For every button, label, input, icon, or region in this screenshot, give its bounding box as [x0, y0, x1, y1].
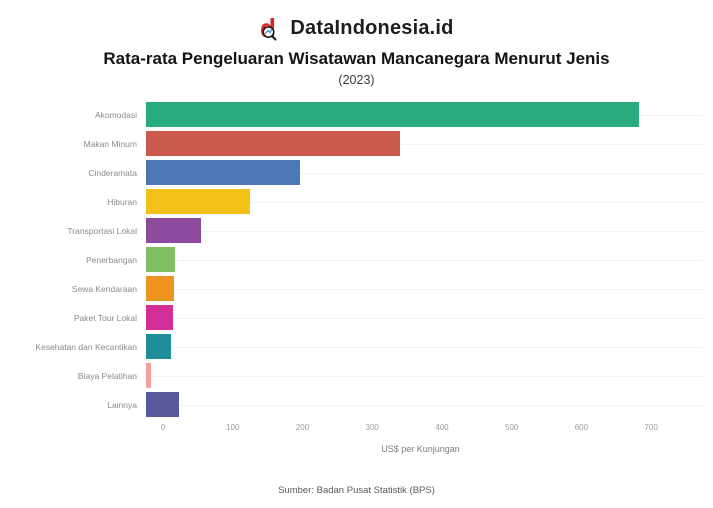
brand-header: d DataIndonesia.id [0, 0, 713, 43]
bar-row: Sewa Kendaraan [8, 274, 703, 303]
bar-track [146, 334, 703, 359]
bar-track [146, 363, 703, 388]
bar [146, 334, 171, 359]
bar-row: Transportasi Lokal [8, 216, 703, 245]
bar [146, 218, 201, 243]
bar-track [146, 276, 703, 301]
x-tick-label: 300 [365, 423, 379, 432]
x-tick-label: 100 [226, 423, 240, 432]
x-axis-label: US$ per Kunjungan [381, 444, 460, 454]
bar [146, 363, 152, 388]
bar-row: Kesehatan dan Kecantikan [8, 332, 703, 361]
category-label: Makan Minum [83, 138, 137, 149]
category-label: Lainnya [107, 399, 137, 410]
bar-row: Cinderamata [8, 158, 703, 187]
bar-track [146, 247, 703, 272]
bar-track [146, 189, 703, 214]
category-label: Sewa Kendaraan [71, 283, 137, 294]
category-label: Hiburan [107, 196, 137, 207]
x-tick-label: 400 [435, 423, 449, 432]
bar [146, 276, 174, 301]
x-axis: 0 100 200 300 400 500 600 700 [8, 423, 703, 436]
bar-row: Biaya Pelatihan [8, 361, 703, 390]
axis-spacer [16, 423, 163, 436]
bar [146, 160, 300, 185]
bar-row: Hiburan [8, 187, 703, 216]
bar-chart: Akomodasi Makan Minum Cinderamata Hiburan Tr… [0, 100, 713, 454]
chart-subtitle: (2023) [338, 73, 375, 87]
bar [146, 247, 176, 272]
bar-track [146, 305, 703, 330]
bar-row: Penerbangan [8, 245, 703, 274]
x-tick-label: 200 [295, 423, 310, 432]
bar [146, 305, 174, 330]
category-label: Cinderamata [88, 167, 137, 178]
bar-track [146, 160, 703, 185]
bar-track [146, 131, 703, 156]
category-label: Akomodasi [94, 109, 137, 120]
bar-row: Akomodasi [8, 100, 703, 129]
dataindonesia-logo-icon: d [259, 13, 281, 43]
category-label: Transportasi Lokal [67, 225, 137, 236]
bar [146, 392, 179, 417]
bar [146, 189, 251, 214]
bar-track [146, 392, 703, 417]
bar [146, 102, 639, 127]
source-note: Sumber: Badan Pusat Statistik (BPS) [278, 485, 435, 496]
chart-title: Rata-rata Pengeluaran Wisatawan Mancaneg… [103, 49, 610, 68]
bar-track [146, 102, 703, 127]
category-label: Penerbangan [85, 254, 137, 265]
x-tick-label: 600 [574, 423, 589, 432]
x-tick-label: 700 [644, 423, 658, 432]
bar-track [146, 218, 703, 243]
bar-row: Paket Tour Lokal [8, 303, 703, 332]
x-tick-label: 500 [504, 423, 519, 432]
category-label: Paket Tour Lokal [73, 312, 137, 323]
bar-row: Lainnya [8, 390, 703, 419]
brand-name: DataIndonesia.id [290, 16, 454, 39]
x-tick-label: 0 [160, 423, 166, 432]
bar-row: Makan Minum [8, 129, 703, 158]
bar-rows: Akomodasi Makan Minum Cinderamata Hiburan Tr… [8, 100, 703, 419]
bar [146, 131, 400, 156]
category-label: Kesehatan dan Kecantikan [35, 341, 137, 352]
category-label: Biaya Pelatihan [77, 370, 137, 381]
x-axis-ticks: 0 100 200 300 400 500 600 700 [160, 423, 693, 436]
